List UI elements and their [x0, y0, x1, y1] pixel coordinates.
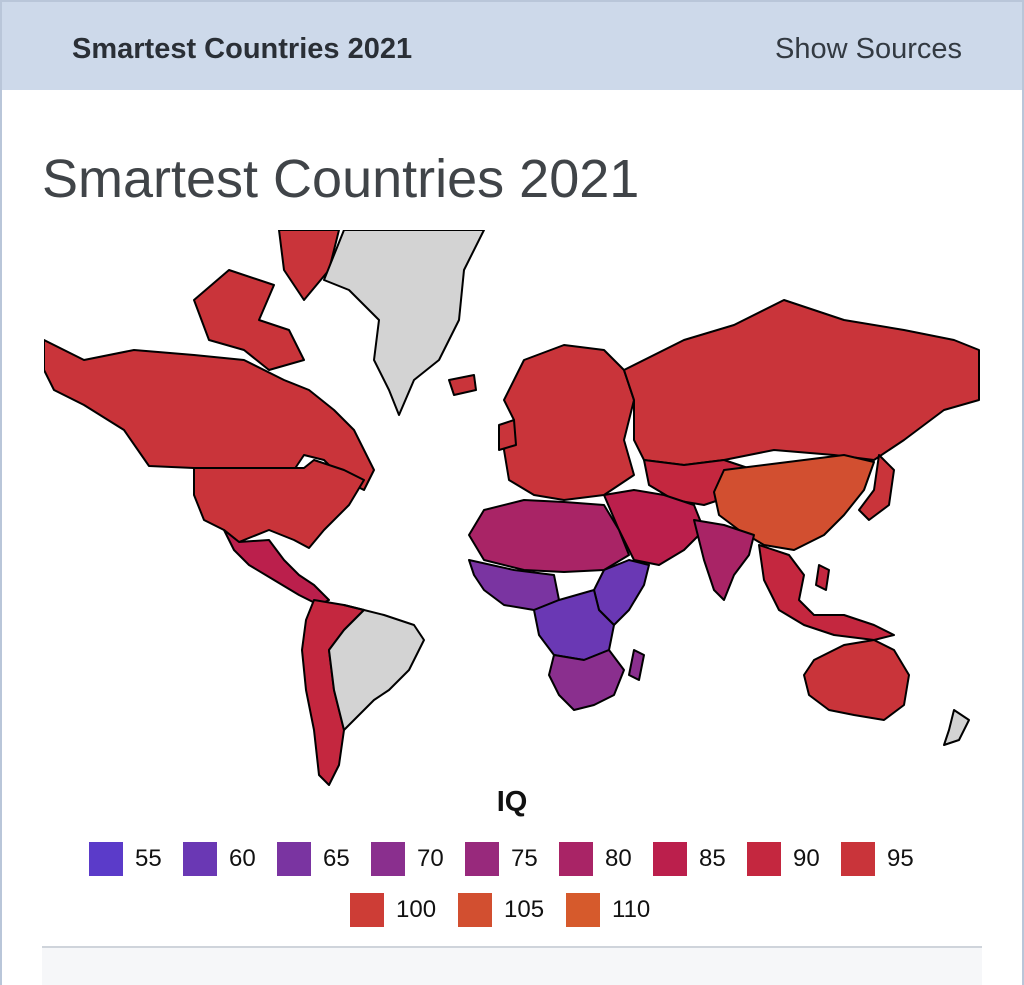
- legend-swatch-65: [277, 842, 311, 876]
- legend-swatch-80: [559, 842, 593, 876]
- legend-label: 105: [504, 896, 545, 923]
- legend-label: 65: [323, 845, 350, 872]
- legend-row-1: 55 60 65 70 75 80 85 90 95: [0, 842, 1024, 876]
- region-iceland[interactable]: [448, 374, 477, 396]
- legend-swatch-110: [566, 893, 600, 927]
- legend-item[interactable]: 75: [465, 842, 559, 876]
- top-bar: Smartest Countries 2021 Show Sources: [2, 2, 1022, 90]
- section-divider: [42, 946, 982, 948]
- region-europe[interactable]: [503, 344, 635, 501]
- legend-item[interactable]: 70: [371, 842, 465, 876]
- region-usa[interactable]: [193, 459, 365, 549]
- legend-label: 95: [887, 845, 914, 872]
- region-australia[interactable]: [803, 639, 910, 721]
- legend-label: 55: [135, 845, 162, 872]
- region-southern-africa[interactable]: [548, 649, 625, 711]
- legend-label: 85: [699, 845, 726, 872]
- region-greenland[interactable]: [323, 230, 485, 416]
- legend-swatch-90: [747, 842, 781, 876]
- legend-label: 60: [229, 845, 256, 872]
- region-new-zealand[interactable]: [943, 709, 970, 746]
- region-japan[interactable]: [858, 454, 895, 521]
- legend-swatch-55: [89, 842, 123, 876]
- region-central-america[interactable]: [223, 529, 330, 606]
- legend-item[interactable]: 110: [566, 893, 674, 927]
- region-arctic-islands[interactable]: [193, 269, 305, 371]
- legend-item[interactable]: 60: [183, 842, 277, 876]
- legend-label: 70: [417, 845, 444, 872]
- legend-swatch-95: [841, 842, 875, 876]
- legend-swatch-85: [653, 842, 687, 876]
- header-title: Smartest Countries 2021: [72, 33, 413, 65]
- region-middle-east[interactable]: [603, 489, 705, 566]
- legend-item[interactable]: 90: [747, 842, 841, 876]
- legend-item[interactable]: 100: [350, 893, 458, 927]
- legend-label: 80: [605, 845, 632, 872]
- legend-swatch-75: [465, 842, 499, 876]
- region-philippines[interactable]: [815, 564, 830, 591]
- region-central-africa[interactable]: [533, 589, 615, 661]
- legend-swatch-70: [371, 842, 405, 876]
- legend-row-2: 100 105 110: [0, 893, 1024, 927]
- legend-label: 100: [396, 896, 437, 923]
- region-russia[interactable]: [623, 299, 980, 466]
- legend-label: 110: [612, 896, 651, 923]
- region-southeast-asia[interactable]: [758, 544, 895, 641]
- legend-swatch-105: [458, 893, 492, 927]
- world-map: [44, 230, 980, 786]
- legend-item[interactable]: 85: [653, 842, 747, 876]
- region-china[interactable]: [713, 454, 875, 551]
- legend-label: 75: [511, 845, 538, 872]
- region-madagascar[interactable]: [628, 649, 645, 681]
- page-title: Smartest Countries 2021: [42, 149, 640, 209]
- legend-item[interactable]: 65: [277, 842, 371, 876]
- region-india[interactable]: [693, 519, 755, 601]
- region-uk[interactable]: [498, 419, 517, 451]
- legend-swatch-100: [350, 893, 384, 927]
- show-sources-button[interactable]: Show Sources: [775, 33, 962, 65]
- region-brazil[interactable]: [328, 604, 425, 731]
- legend-item[interactable]: 95: [841, 842, 935, 876]
- bottom-panel: [42, 948, 982, 985]
- legend-label: 90: [793, 845, 820, 872]
- legend-item[interactable]: 80: [559, 842, 653, 876]
- region-north-africa[interactable]: [468, 499, 630, 573]
- region-arctic-islands-2[interactable]: [278, 230, 340, 301]
- legend-swatch-60: [183, 842, 217, 876]
- legend-item[interactable]: 105: [458, 893, 566, 927]
- legend-title: IQ: [496, 786, 528, 818]
- legend-item[interactable]: 55: [89, 842, 183, 876]
